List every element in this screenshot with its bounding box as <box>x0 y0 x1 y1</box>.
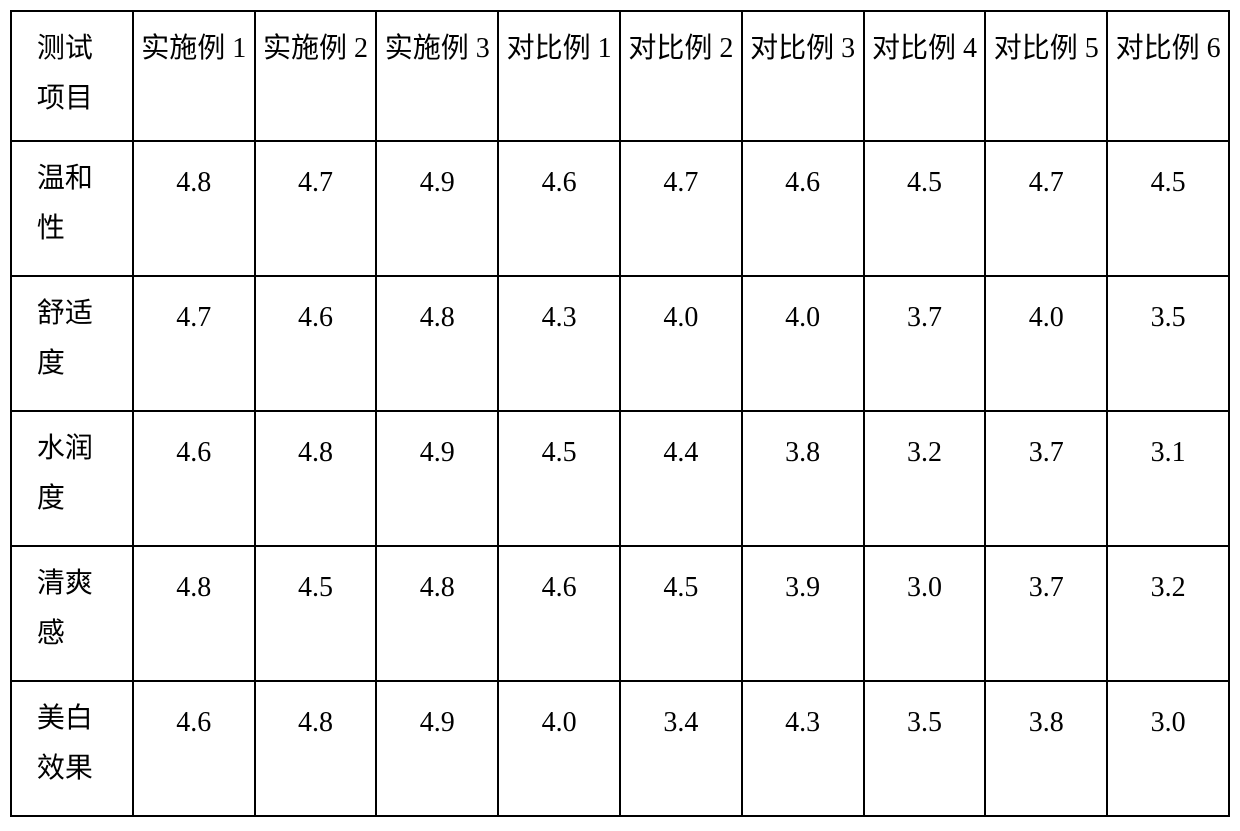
column-header: 对比例 6 <box>1107 11 1229 141</box>
data-cell: 4.8 <box>376 546 498 681</box>
data-cell: 3.7 <box>985 546 1107 681</box>
data-cell: 4.5 <box>498 411 620 546</box>
data-cell: 4.3 <box>498 276 620 411</box>
data-cell: 4.6 <box>742 141 864 276</box>
row-label: 清爽感 <box>11 546 133 681</box>
column-header: 对比例 4 <box>864 11 986 141</box>
data-cell: 4.0 <box>742 276 864 411</box>
data-cell: 4.7 <box>620 141 742 276</box>
row-label: 温和性 <box>11 141 133 276</box>
data-cell: 3.2 <box>864 411 986 546</box>
data-cell: 4.9 <box>376 681 498 816</box>
table-row: 水润度 4.6 4.8 4.9 4.5 4.4 3.8 3.2 3.7 3.1 <box>11 411 1229 546</box>
data-cell: 3.5 <box>1107 276 1229 411</box>
column-header: 测试项目 <box>11 11 133 141</box>
data-cell: 4.6 <box>498 141 620 276</box>
data-cell: 4.7 <box>255 141 377 276</box>
data-table: 测试项目 实施例 1 实施例 2 实施例 3 对比例 1 对比例 2 对比例 3… <box>10 10 1230 817</box>
data-cell: 4.5 <box>864 141 986 276</box>
column-header: 对比例 3 <box>742 11 864 141</box>
data-cell: 4.8 <box>133 546 255 681</box>
data-cell: 4.8 <box>133 141 255 276</box>
data-cell: 3.8 <box>742 411 864 546</box>
column-header: 实施例 2 <box>255 11 377 141</box>
header-row: 测试项目 实施例 1 实施例 2 实施例 3 对比例 1 对比例 2 对比例 3… <box>11 11 1229 141</box>
data-cell: 4.8 <box>255 411 377 546</box>
data-cell: 4.8 <box>255 681 377 816</box>
data-cell: 4.6 <box>133 681 255 816</box>
data-cell: 4.4 <box>620 411 742 546</box>
row-label: 舒适度 <box>11 276 133 411</box>
data-cell: 3.8 <box>985 681 1107 816</box>
data-cell: 4.0 <box>620 276 742 411</box>
data-cell: 3.1 <box>1107 411 1229 546</box>
data-cell: 3.7 <box>985 411 1107 546</box>
column-header: 对比例 1 <box>498 11 620 141</box>
table-row: 清爽感 4.8 4.5 4.8 4.6 4.5 3.9 3.0 3.7 3.2 <box>11 546 1229 681</box>
data-cell: 4.5 <box>620 546 742 681</box>
data-cell: 4.7 <box>133 276 255 411</box>
data-cell: 4.3 <box>742 681 864 816</box>
data-cell: 4.0 <box>985 276 1107 411</box>
data-cell: 3.0 <box>1107 681 1229 816</box>
data-cell: 4.9 <box>376 141 498 276</box>
column-header: 实施例 3 <box>376 11 498 141</box>
data-cell: 3.0 <box>864 546 986 681</box>
table-row: 温和性 4.8 4.7 4.9 4.6 4.7 4.6 4.5 4.7 4.5 <box>11 141 1229 276</box>
row-label: 水润度 <box>11 411 133 546</box>
data-cell: 4.9 <box>376 411 498 546</box>
data-cell: 4.7 <box>985 141 1107 276</box>
data-cell: 4.6 <box>498 546 620 681</box>
data-cell: 4.8 <box>376 276 498 411</box>
data-cell: 4.6 <box>255 276 377 411</box>
data-cell: 4.0 <box>498 681 620 816</box>
data-cell: 3.9 <box>742 546 864 681</box>
data-cell: 3.7 <box>864 276 986 411</box>
data-cell: 3.5 <box>864 681 986 816</box>
column-header: 对比例 5 <box>985 11 1107 141</box>
data-cell: 3.2 <box>1107 546 1229 681</box>
data-cell: 4.5 <box>255 546 377 681</box>
data-cell: 3.4 <box>620 681 742 816</box>
table-row: 舒适度 4.7 4.6 4.8 4.3 4.0 4.0 3.7 4.0 3.5 <box>11 276 1229 411</box>
table-container: 测试项目 实施例 1 实施例 2 实施例 3 对比例 1 对比例 2 对比例 3… <box>10 10 1230 817</box>
data-cell: 4.5 <box>1107 141 1229 276</box>
column-header: 对比例 2 <box>620 11 742 141</box>
table-row: 美白效果 4.6 4.8 4.9 4.0 3.4 4.3 3.5 3.8 3.0 <box>11 681 1229 816</box>
data-cell: 4.6 <box>133 411 255 546</box>
row-label: 美白效果 <box>11 681 133 816</box>
column-header: 实施例 1 <box>133 11 255 141</box>
